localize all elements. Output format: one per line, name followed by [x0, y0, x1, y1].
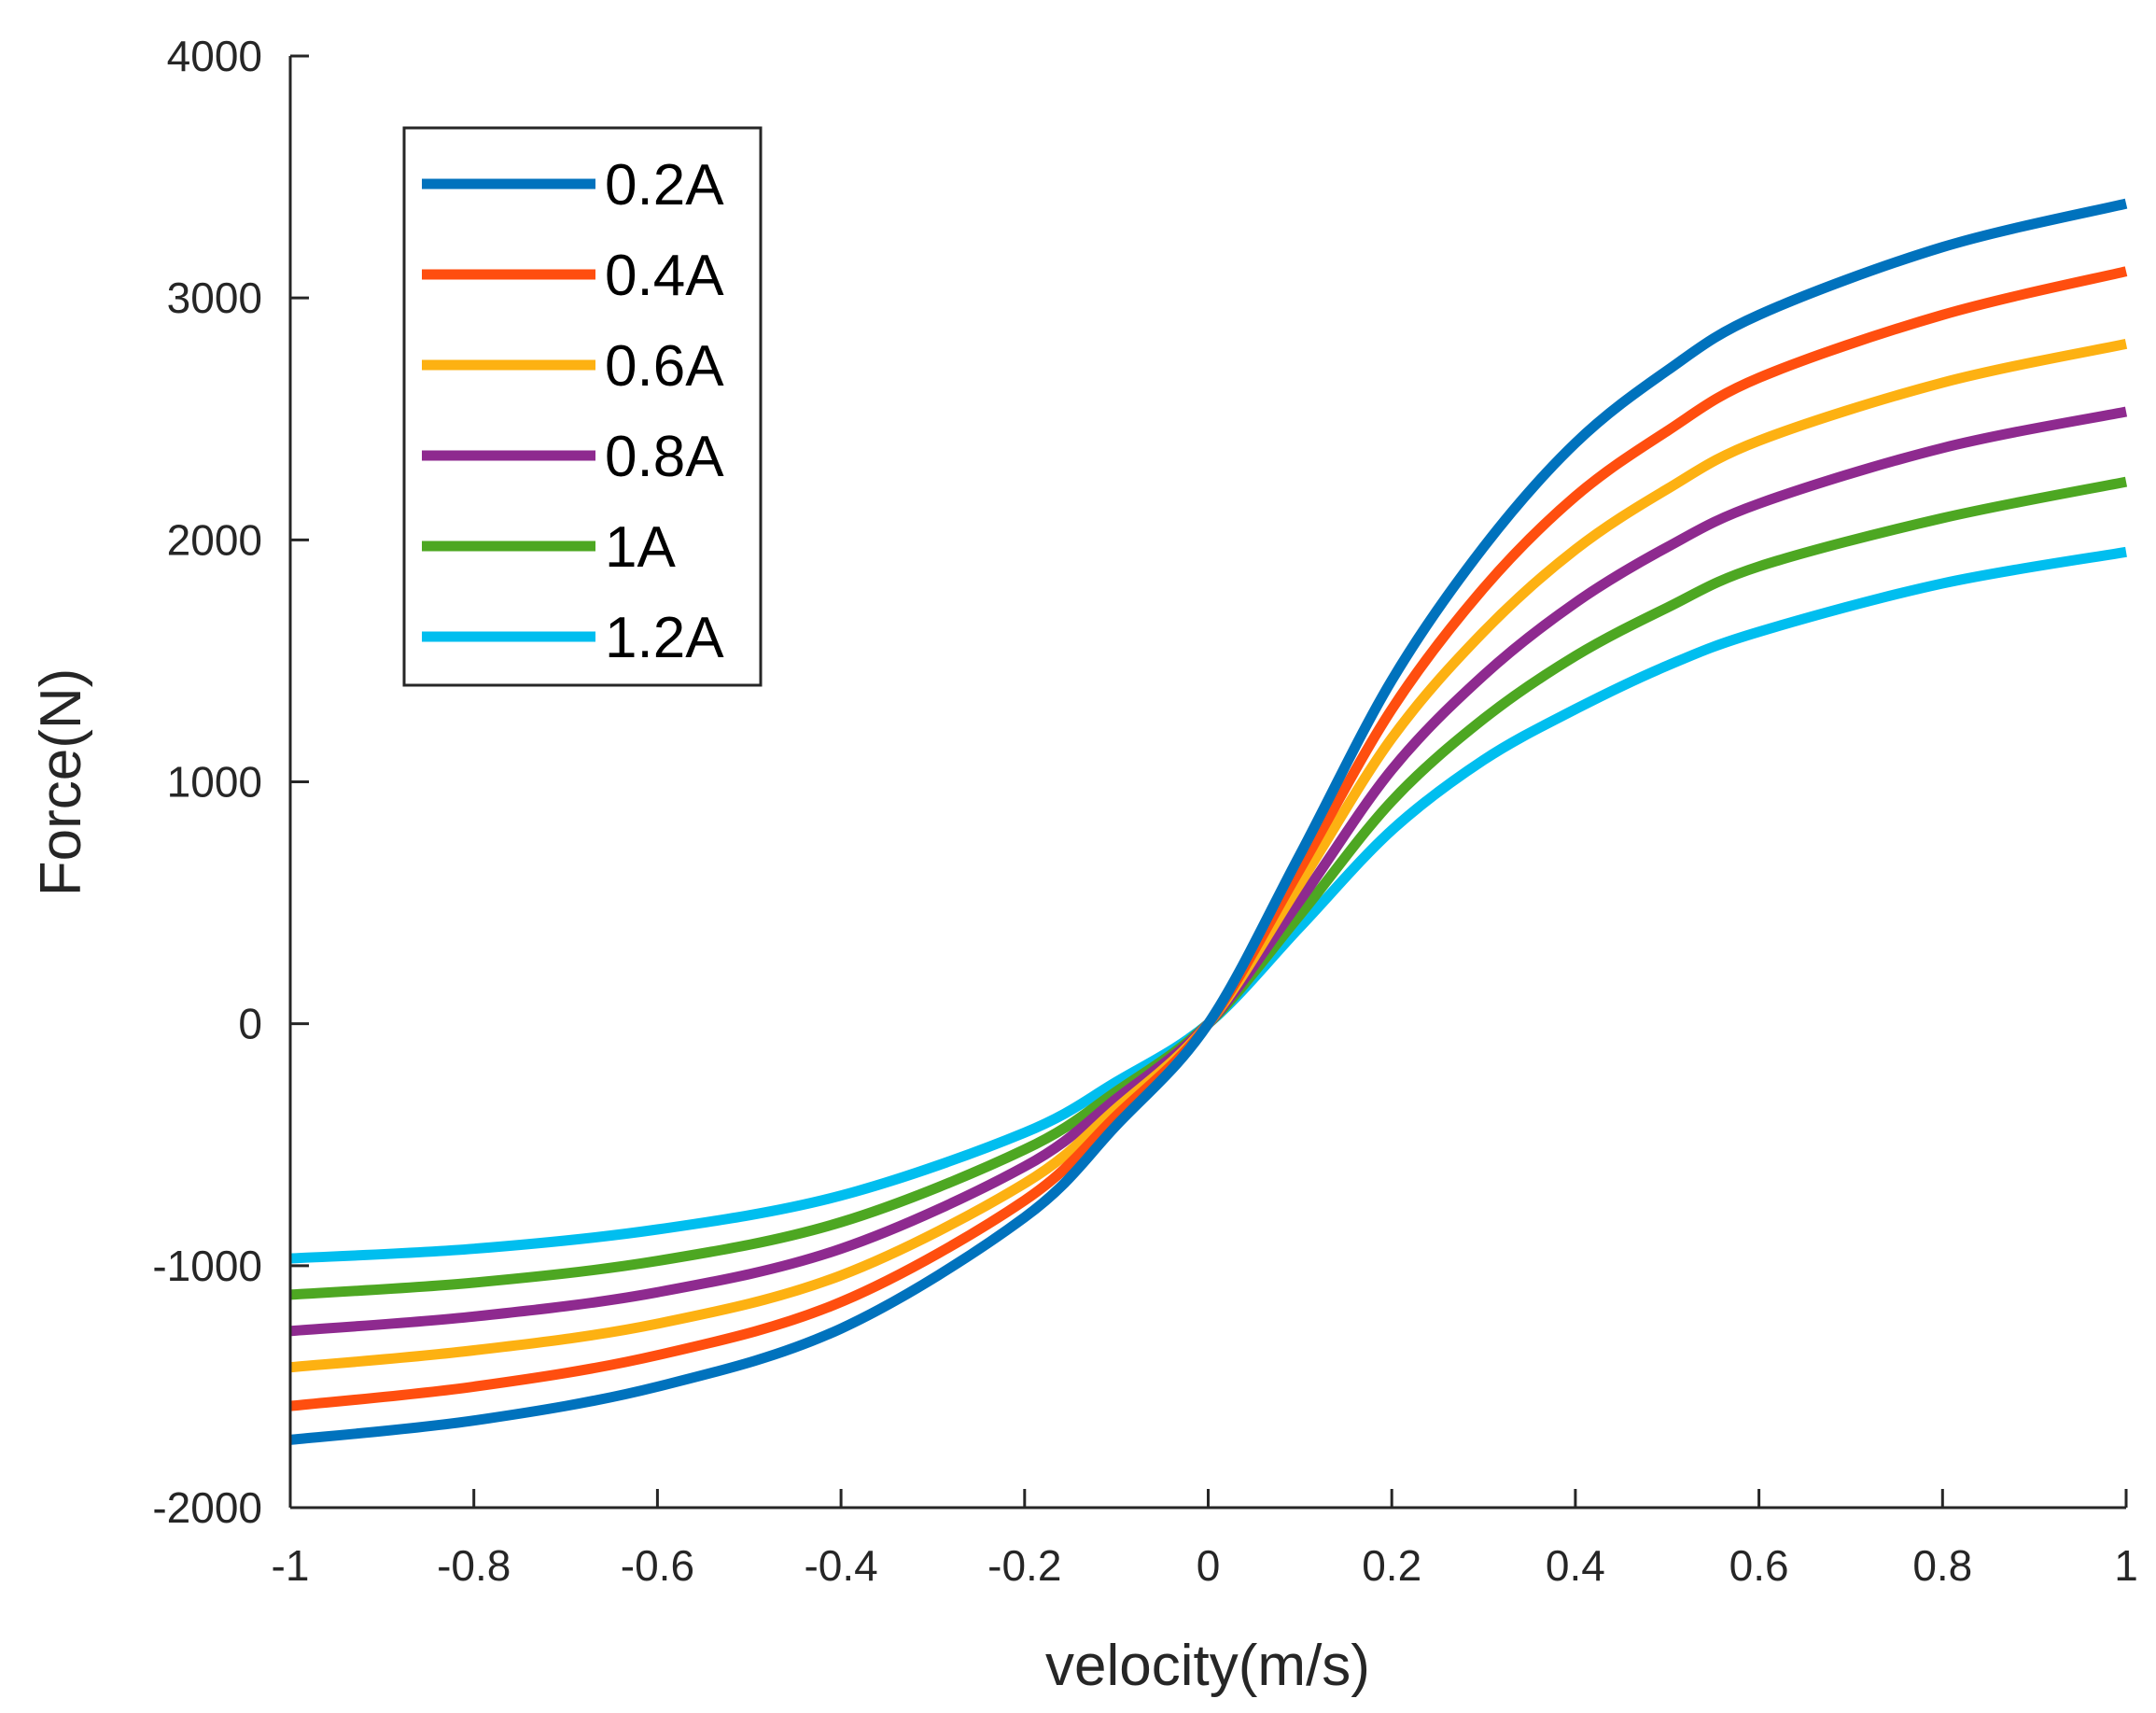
series-line-0-4a — [289, 266, 2128, 1411]
legend: 0.2A 0.4A 0.6A 0.8A 1A 1.2A — [402, 126, 763, 687]
x-tick-label: 0.6 — [1729, 1541, 1789, 1590]
y-tick-label: 2000 — [167, 515, 262, 564]
y-tick-label: -1000 — [152, 1242, 262, 1290]
y-tick-label: -2000 — [152, 1483, 262, 1532]
y-axis-label: Force(N) — [29, 668, 93, 897]
x-tick-label: -0.8 — [437, 1541, 511, 1590]
x-tick-label: 1 — [2114, 1541, 2138, 1590]
y-tick-label: 4000 — [167, 32, 262, 80]
y-tick-label: 1000 — [167, 758, 262, 807]
x-axis-label: velocity(m/s) — [1045, 1634, 1370, 1698]
legend-label: 0.6A — [605, 334, 724, 399]
series-line-1a — [289, 476, 2128, 1300]
x-tick-label: -0.6 — [621, 1541, 694, 1590]
legend-label: 0.4A — [605, 244, 724, 308]
series-line-0-8a — [289, 406, 2128, 1337]
legend-label: 0.8A — [605, 425, 724, 489]
x-tick-label: -0.4 — [804, 1541, 877, 1590]
series-layer — [289, 198, 2128, 1445]
x-tick-label: -1 — [272, 1541, 310, 1590]
series-line-0-6a — [289, 339, 2128, 1373]
legend-label: 0.2A — [605, 153, 724, 218]
series-line-1-2a — [289, 546, 2127, 1264]
x-tick-label: 0.4 — [1546, 1541, 1605, 1590]
legend-label: 1.2A — [605, 606, 724, 670]
legend-box — [402, 126, 763, 687]
legend-label: 1A — [605, 515, 676, 580]
x-tick-label: 0 — [1197, 1541, 1221, 1590]
y-tick-label: 0 — [238, 1000, 262, 1048]
x-tick-label: -0.2 — [987, 1541, 1061, 1590]
x-tick-label: 0.8 — [1912, 1541, 1972, 1590]
series-line-0-2a — [289, 198, 2128, 1445]
ticks: -1 -0.8 -0.6 -0.4 -0.2 0 0.2 0.4 0.6 0.8 1 -2000 -10… — [152, 32, 2137, 1590]
y-tick-label: 3000 — [167, 274, 262, 322]
x-tick-label: 0.2 — [1362, 1541, 1421, 1590]
